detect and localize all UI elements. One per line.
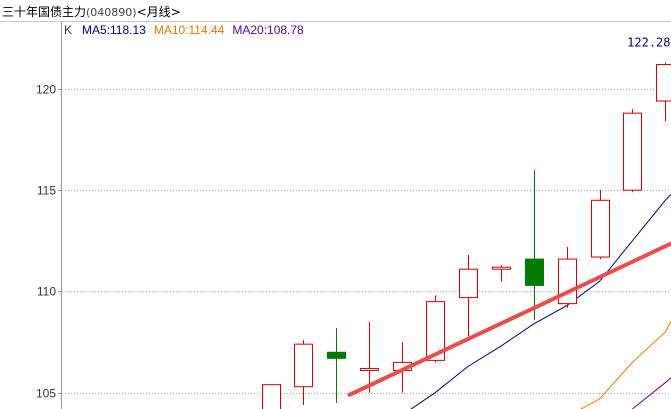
y-tick-label: 105 [36,387,56,401]
candle [492,265,511,282]
candle [525,169,544,320]
legend-item: MA20:108.78 [232,23,304,37]
ma5-line [410,193,671,409]
y-axis-ticks: 105 110 115 120 [36,83,62,401]
y-tick-label: 120 [36,83,56,97]
candle [360,321,379,393]
candle-body [656,64,671,102]
y-tick-label: 115 [37,184,56,198]
high-annotation-layer: 122.28 [627,36,670,50]
candle [262,384,281,409]
candle [656,62,671,122]
candles [262,62,671,409]
legend-item: K [64,23,72,37]
candle-body [360,367,379,371]
candle-body [327,351,346,359]
trend-arrow-shaft [347,241,671,397]
period-label: <月线> [136,5,181,19]
candle-body [492,266,511,270]
grid-lines [62,89,671,394]
instrument-name: 三十年国债主力 [2,5,87,19]
high-price-label: 122.28 [627,36,670,50]
candle [558,246,577,308]
candle [426,295,445,363]
candle [591,190,610,260]
trend-arrow-layer [347,241,671,397]
candle [623,109,642,193]
ma20-line [632,377,671,409]
chart-title-bar: 三十年国债主力(040890)<月线> [0,0,671,22]
candle-body [459,268,478,299]
candle [459,255,478,337]
chart-title: 三十年国债主力(040890)<月线> [2,3,181,20]
candle-body [426,301,445,361]
legend-item: MA5:118.13 [82,23,146,37]
candle-body [294,343,313,388]
candle-body [525,258,544,286]
candle [327,327,346,403]
candle-body [591,199,610,258]
y-tick-label: 110 [37,285,56,299]
legend: K MA5:118.13 MA10:114.44 MA20:108.78 [64,23,304,37]
candle-body [262,384,281,409]
ma10-line [580,320,671,409]
candle [294,340,313,405]
candle-body [623,112,642,191]
instrument-code: (040890) [86,6,137,19]
moving-average-lines [410,193,671,409]
legend-item: MA10:114.44 [154,23,225,37]
